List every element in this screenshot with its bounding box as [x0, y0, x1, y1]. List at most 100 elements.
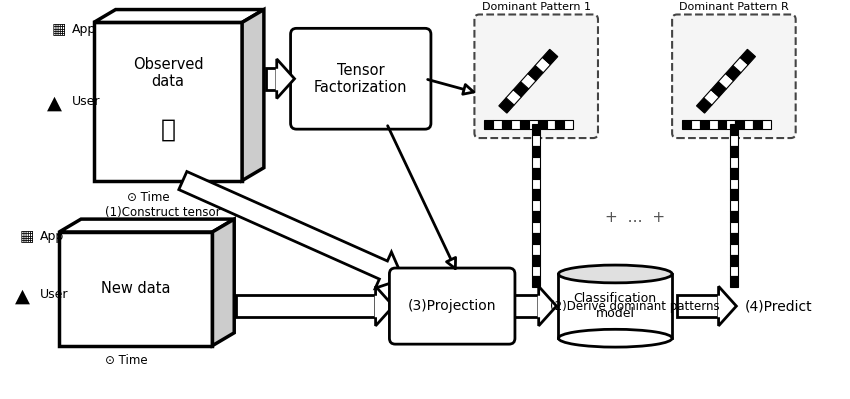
Bar: [532, 146, 540, 157]
Polygon shape: [376, 286, 394, 326]
Bar: [520, 120, 529, 129]
Bar: [532, 124, 540, 135]
Text: +  …  +: + … +: [605, 209, 665, 225]
Polygon shape: [94, 22, 242, 181]
Bar: [532, 277, 540, 287]
Text: Dominant Pattern R: Dominant Pattern R: [679, 2, 789, 12]
Bar: [730, 146, 738, 157]
Polygon shape: [536, 57, 551, 73]
Text: ▲: ▲: [15, 287, 31, 306]
Polygon shape: [277, 59, 295, 99]
Polygon shape: [740, 49, 756, 65]
Bar: [762, 120, 771, 129]
FancyBboxPatch shape: [474, 14, 598, 138]
Bar: [730, 266, 738, 277]
FancyBboxPatch shape: [389, 268, 515, 344]
Bar: [682, 120, 691, 129]
Bar: [727, 120, 735, 129]
Text: 👥: 👥: [161, 118, 175, 142]
Polygon shape: [704, 90, 719, 105]
Polygon shape: [711, 82, 727, 97]
Bar: [700, 120, 709, 129]
Bar: [532, 222, 540, 233]
Polygon shape: [542, 49, 558, 65]
Bar: [532, 211, 540, 222]
Polygon shape: [513, 82, 529, 97]
Text: Tensor
Factorization: Tensor Factorization: [314, 63, 407, 95]
Text: ▦: ▦: [20, 229, 34, 245]
Polygon shape: [266, 68, 277, 90]
Polygon shape: [539, 286, 557, 326]
Bar: [730, 135, 738, 146]
Bar: [532, 135, 540, 146]
Bar: [730, 244, 738, 255]
Text: New data: New data: [101, 281, 171, 296]
Bar: [753, 120, 762, 129]
Text: ⊙ Time: ⊙ Time: [105, 354, 147, 367]
Text: ⊙ Time: ⊙ Time: [127, 191, 169, 204]
Bar: [532, 244, 540, 255]
Bar: [532, 266, 540, 277]
Bar: [709, 120, 717, 129]
Bar: [730, 179, 738, 190]
Polygon shape: [236, 295, 376, 317]
Polygon shape: [718, 286, 736, 326]
FancyBboxPatch shape: [291, 28, 431, 129]
Bar: [532, 157, 540, 168]
Bar: [532, 200, 540, 211]
Text: (4)Predict: (4)Predict: [745, 299, 812, 313]
Polygon shape: [60, 219, 235, 232]
Text: App: App: [72, 23, 96, 36]
Bar: [717, 120, 727, 129]
Bar: [529, 120, 538, 129]
Text: (2)Derive dominant patterns: (2)Derive dominant patterns: [550, 300, 720, 312]
Bar: [730, 124, 738, 135]
Bar: [730, 168, 738, 179]
Bar: [511, 120, 520, 129]
Text: ▦: ▦: [52, 22, 66, 37]
Bar: [730, 222, 738, 233]
Polygon shape: [60, 232, 212, 346]
Bar: [730, 211, 738, 222]
Ellipse shape: [558, 329, 672, 347]
Text: ▲: ▲: [47, 94, 62, 113]
Text: App: App: [39, 230, 64, 243]
Bar: [538, 120, 547, 129]
Bar: [532, 179, 540, 190]
Bar: [532, 168, 540, 179]
Text: User: User: [39, 288, 68, 301]
Text: Classification
model: Classification model: [574, 292, 657, 320]
Bar: [502, 120, 511, 129]
Polygon shape: [733, 57, 748, 73]
Text: (1)Construct tensor: (1)Construct tensor: [105, 205, 221, 219]
Bar: [735, 120, 745, 129]
Bar: [484, 120, 493, 129]
Polygon shape: [212, 219, 235, 346]
Polygon shape: [178, 172, 403, 288]
Text: User: User: [72, 95, 100, 108]
Bar: [532, 190, 540, 200]
Polygon shape: [677, 295, 718, 317]
Polygon shape: [499, 98, 514, 113]
Bar: [730, 277, 738, 287]
Polygon shape: [520, 73, 536, 89]
Bar: [555, 120, 564, 129]
Text: Observed
data: Observed data: [133, 57, 203, 89]
Polygon shape: [528, 65, 543, 81]
Bar: [558, 274, 672, 338]
Polygon shape: [726, 65, 741, 81]
Bar: [730, 190, 738, 200]
Bar: [730, 255, 738, 266]
Polygon shape: [696, 98, 711, 113]
Bar: [745, 120, 753, 129]
Polygon shape: [718, 73, 734, 89]
FancyBboxPatch shape: [672, 14, 796, 138]
Bar: [730, 233, 738, 244]
Bar: [691, 120, 700, 129]
Polygon shape: [242, 10, 264, 181]
Polygon shape: [509, 295, 539, 317]
Text: Dominant Pattern 1: Dominant Pattern 1: [482, 2, 591, 12]
Bar: [730, 200, 738, 211]
Ellipse shape: [558, 265, 672, 283]
Polygon shape: [94, 10, 264, 22]
